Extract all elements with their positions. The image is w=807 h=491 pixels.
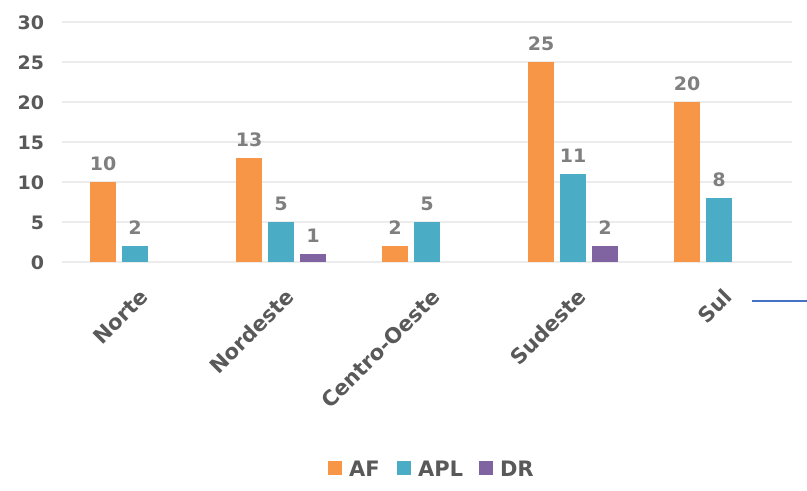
bar — [674, 102, 700, 262]
bar — [122, 246, 148, 262]
bar — [236, 158, 262, 262]
bar — [528, 62, 554, 262]
y-tick-label: 15 — [18, 132, 44, 154]
bar — [90, 182, 116, 262]
y-tick-label: 25 — [18, 52, 44, 74]
data-label: 2 — [388, 217, 401, 239]
bar — [382, 246, 408, 262]
legend-swatch — [397, 461, 411, 475]
bar — [592, 246, 618, 262]
y-tick-label: 30 — [18, 12, 44, 34]
category-label: Centro-Oeste — [317, 285, 445, 413]
data-label: 10 — [90, 153, 116, 175]
data-label: 20 — [674, 73, 700, 95]
data-label: 11 — [560, 145, 586, 167]
data-label: 2 — [128, 217, 141, 239]
legend-label: AF — [349, 457, 380, 481]
y-tick-label: 5 — [31, 212, 44, 234]
bar — [300, 254, 326, 262]
bar — [268, 222, 294, 262]
legend-swatch — [479, 461, 493, 475]
data-label: 2 — [598, 217, 611, 239]
y-tick-label: 0 — [31, 252, 44, 274]
bar — [414, 222, 440, 262]
bar — [706, 198, 732, 262]
legend-label: APL — [418, 457, 463, 481]
category-label: Sul — [693, 285, 736, 328]
y-tick-label: 20 — [18, 92, 44, 114]
data-label: 25 — [528, 33, 554, 55]
legend-swatch — [328, 461, 342, 475]
data-label: 8 — [712, 169, 725, 191]
data-label: 5 — [274, 193, 287, 215]
bar — [560, 174, 586, 262]
y-tick-label: 10 — [18, 172, 44, 194]
data-label: 1 — [306, 225, 319, 247]
legend-label: DR — [500, 457, 534, 481]
category-label: Sudeste — [506, 285, 591, 370]
category-label: Nordeste — [205, 285, 299, 379]
data-label: 5 — [420, 193, 433, 215]
data-label: 13 — [236, 129, 262, 151]
category-label: Norte — [88, 285, 152, 349]
